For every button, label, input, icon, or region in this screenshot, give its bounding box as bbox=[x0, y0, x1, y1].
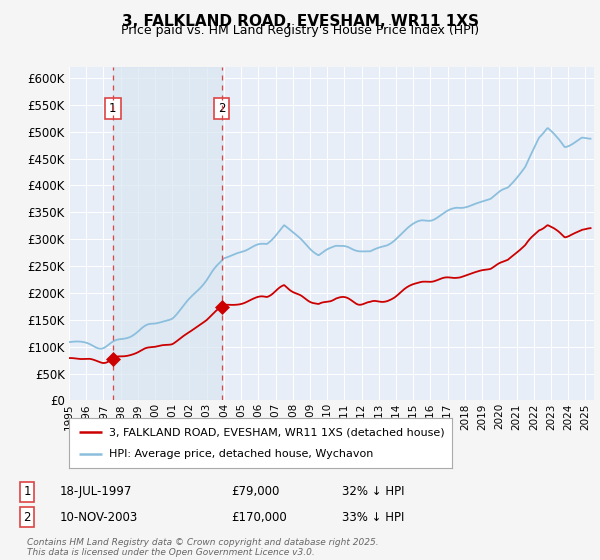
Text: 1: 1 bbox=[23, 485, 31, 498]
Text: 10-NOV-2003: 10-NOV-2003 bbox=[60, 511, 138, 524]
Text: 18-JUL-1997: 18-JUL-1997 bbox=[60, 485, 133, 498]
Text: 2: 2 bbox=[218, 102, 225, 115]
Text: 2: 2 bbox=[23, 511, 31, 524]
Text: Contains HM Land Registry data © Crown copyright and database right 2025.
This d: Contains HM Land Registry data © Crown c… bbox=[27, 538, 379, 557]
Text: 1: 1 bbox=[109, 102, 116, 115]
Text: 3, FALKLAND ROAD, EVESHAM, WR11 1XS (detached house): 3, FALKLAND ROAD, EVESHAM, WR11 1XS (det… bbox=[109, 427, 445, 437]
Bar bbox=[113, 67, 221, 400]
Text: 32% ↓ HPI: 32% ↓ HPI bbox=[342, 485, 404, 498]
Text: 33% ↓ HPI: 33% ↓ HPI bbox=[342, 511, 404, 524]
Text: £170,000: £170,000 bbox=[231, 511, 287, 524]
Text: £79,000: £79,000 bbox=[231, 485, 280, 498]
Text: 3, FALKLAND ROAD, EVESHAM, WR11 1XS: 3, FALKLAND ROAD, EVESHAM, WR11 1XS bbox=[121, 14, 479, 29]
Text: HPI: Average price, detached house, Wychavon: HPI: Average price, detached house, Wych… bbox=[109, 449, 374, 459]
Text: Price paid vs. HM Land Registry's House Price Index (HPI): Price paid vs. HM Land Registry's House … bbox=[121, 24, 479, 37]
